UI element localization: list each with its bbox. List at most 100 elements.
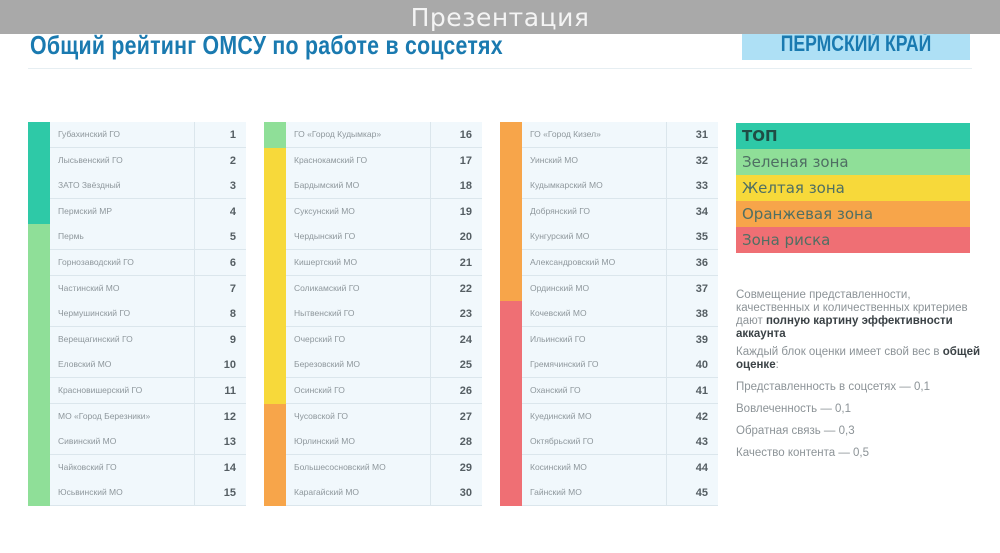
table-row: Суксунский МО 19 <box>286 198 482 225</box>
municipality-name: Кишертский МО <box>294 257 358 267</box>
rank-number: 10 <box>194 352 246 378</box>
rank-number: 14 <box>194 454 246 480</box>
table-row: Горнозаводский ГО 6 <box>50 250 246 276</box>
zone-stripe-yellow <box>264 147 286 404</box>
zone-stripe-top <box>28 122 50 225</box>
municipality-name: Губахинский ГО <box>58 129 121 139</box>
municipality-name: Юрлинский МО <box>294 436 355 447</box>
description-block: Совмещение представленности, качественны… <box>736 289 986 377</box>
municipality-name: Чердынский ГО <box>294 231 356 242</box>
table-row: Уинский МО 32 <box>522 147 718 174</box>
rank-number: 45 <box>666 480 718 506</box>
municipality-name: Карагайский МО <box>294 487 360 498</box>
municipality-name: Очерский ГО <box>294 333 346 344</box>
legend-item-risk: Зона риска <box>736 227 970 253</box>
municipality-name: Соликамский ГО <box>294 282 360 293</box>
rank-number: 34 <box>666 198 718 224</box>
table-row: Осинский ГО 26 <box>286 378 482 404</box>
weights-list: Представленность в соцсетях — 0,1 Вовлеч… <box>736 381 930 469</box>
legend-item-green: Зеленая зона <box>736 149 970 175</box>
rank-number: 8 <box>194 301 246 327</box>
rank-number: 6 <box>194 250 246 275</box>
rank-number: 30 <box>430 480 482 506</box>
rank-number: 40 <box>666 352 718 378</box>
zone-stripe-green <box>264 122 286 148</box>
zone-stripe-orange <box>264 403 286 506</box>
table-row: Александровский МО 36 <box>522 250 718 276</box>
rank-number: 11 <box>194 378 246 403</box>
municipality-name: Уинский МО <box>530 154 578 165</box>
table-row: Чайковский ГО 14 <box>50 454 246 481</box>
table-row: Гайнский МО 45 <box>522 480 718 507</box>
table-row: Куединский МО 42 <box>522 403 718 430</box>
description-emphasis-1: полную картину эффективности аккаунта <box>736 315 953 340</box>
municipality-name: Сивинский МО <box>58 436 117 447</box>
rank-number: 24 <box>430 326 482 352</box>
zone-stripe-green <box>28 224 50 506</box>
municipality-name: Осинский ГО <box>294 385 345 395</box>
municipality-name: Чермушинский ГО <box>58 308 131 319</box>
rank-number: 16 <box>430 122 482 147</box>
municipality-name: Кочевский МО <box>530 308 587 319</box>
rank-number: 3 <box>194 173 246 199</box>
table-row: Большесосновский МО 29 <box>286 454 482 481</box>
rank-number: 44 <box>666 454 718 480</box>
municipality-name: Ильинский ГО <box>530 333 586 344</box>
table-row: Бардымский МО 18 <box>286 173 482 200</box>
table-row: Кунгурский МО 35 <box>522 224 718 251</box>
rank-number: 25 <box>430 352 482 378</box>
rank-number: 23 <box>430 301 482 327</box>
table-row: Верещагинский ГО 9 <box>50 326 246 353</box>
rank-number: 41 <box>666 378 718 403</box>
weight-item: Вовлеченность — 0,1 <box>736 403 852 415</box>
municipality-name: Ординский МО <box>530 282 590 293</box>
municipality-name: Октябрьский ГО <box>530 436 594 447</box>
municipality-name: Красновишерский ГО <box>58 385 143 395</box>
municipality-name: Пермский МР <box>58 205 112 216</box>
table-row: Еловский МО 10 <box>50 352 246 379</box>
rank-number: 17 <box>430 147 482 173</box>
table-row: Кудымкарский МО 33 <box>522 173 718 200</box>
rank-number: 15 <box>194 480 246 506</box>
municipality-name: ГО «Город Кудымкар» <box>294 129 382 139</box>
rank-number: 26 <box>430 378 482 403</box>
rank-number: 1 <box>194 122 246 147</box>
table-row: Очерский ГО 24 <box>286 326 482 353</box>
legend-item-top: ТОП <box>736 123 970 149</box>
table-row: Красновишерский ГО 11 <box>50 378 246 404</box>
table-row: Краснокамский ГО 17 <box>286 147 482 174</box>
legend-item-yellow: Желтая зона <box>736 175 970 201</box>
table-row: Чермушинский ГО 8 <box>50 301 246 328</box>
rank-number: 22 <box>430 275 482 301</box>
description-paragraph-2: Каждый блок оценки имеет свой вес в обще… <box>736 346 981 371</box>
municipality-name: Оханский ГО <box>530 385 581 395</box>
rank-number: 21 <box>430 250 482 275</box>
municipality-name: Чайковский ГО <box>58 461 117 472</box>
table-row: Ординский МО 37 <box>522 275 718 302</box>
table-row: Березовский МО 25 <box>286 352 482 379</box>
table-row: ГО «Город Кизел» 31 <box>522 122 718 148</box>
table-row: Гремячинский ГО 40 <box>522 352 718 379</box>
table-row: Юсьвинский МО 15 <box>50 480 246 507</box>
table-row: ГО «Город Кудымкар» 16 <box>286 122 482 148</box>
window-title-bar: Презентация <box>0 0 1000 34</box>
description-paragraph-1: Совмещение представленности, качественны… <box>736 289 968 340</box>
rank-number: 31 <box>666 122 718 147</box>
rank-number: 38 <box>666 301 718 327</box>
municipality-name: Косинский МО <box>530 461 587 472</box>
rank-number: 20 <box>430 224 482 250</box>
table-row: Соликамский ГО 22 <box>286 275 482 302</box>
municipality-name: Большесосновский МО <box>294 461 386 472</box>
rank-number: 7 <box>194 275 246 301</box>
table-row: Ильинский ГО 39 <box>522 326 718 353</box>
municipality-name: Куединский МО <box>530 410 592 421</box>
table-row: Карагайский МО 30 <box>286 480 482 507</box>
table-row: Октябрьский ГО 43 <box>522 429 718 456</box>
municipality-name: Верещагинский ГО <box>58 333 133 344</box>
window-title: Презентация <box>410 3 590 32</box>
municipality-name: Нытвенский ГО <box>294 308 355 319</box>
rank-number: 5 <box>194 224 246 250</box>
table-row: Нытвенский ГО 23 <box>286 301 482 328</box>
weight-item: Обратная связь — 0,3 <box>736 425 855 437</box>
rank-number: 19 <box>430 198 482 224</box>
